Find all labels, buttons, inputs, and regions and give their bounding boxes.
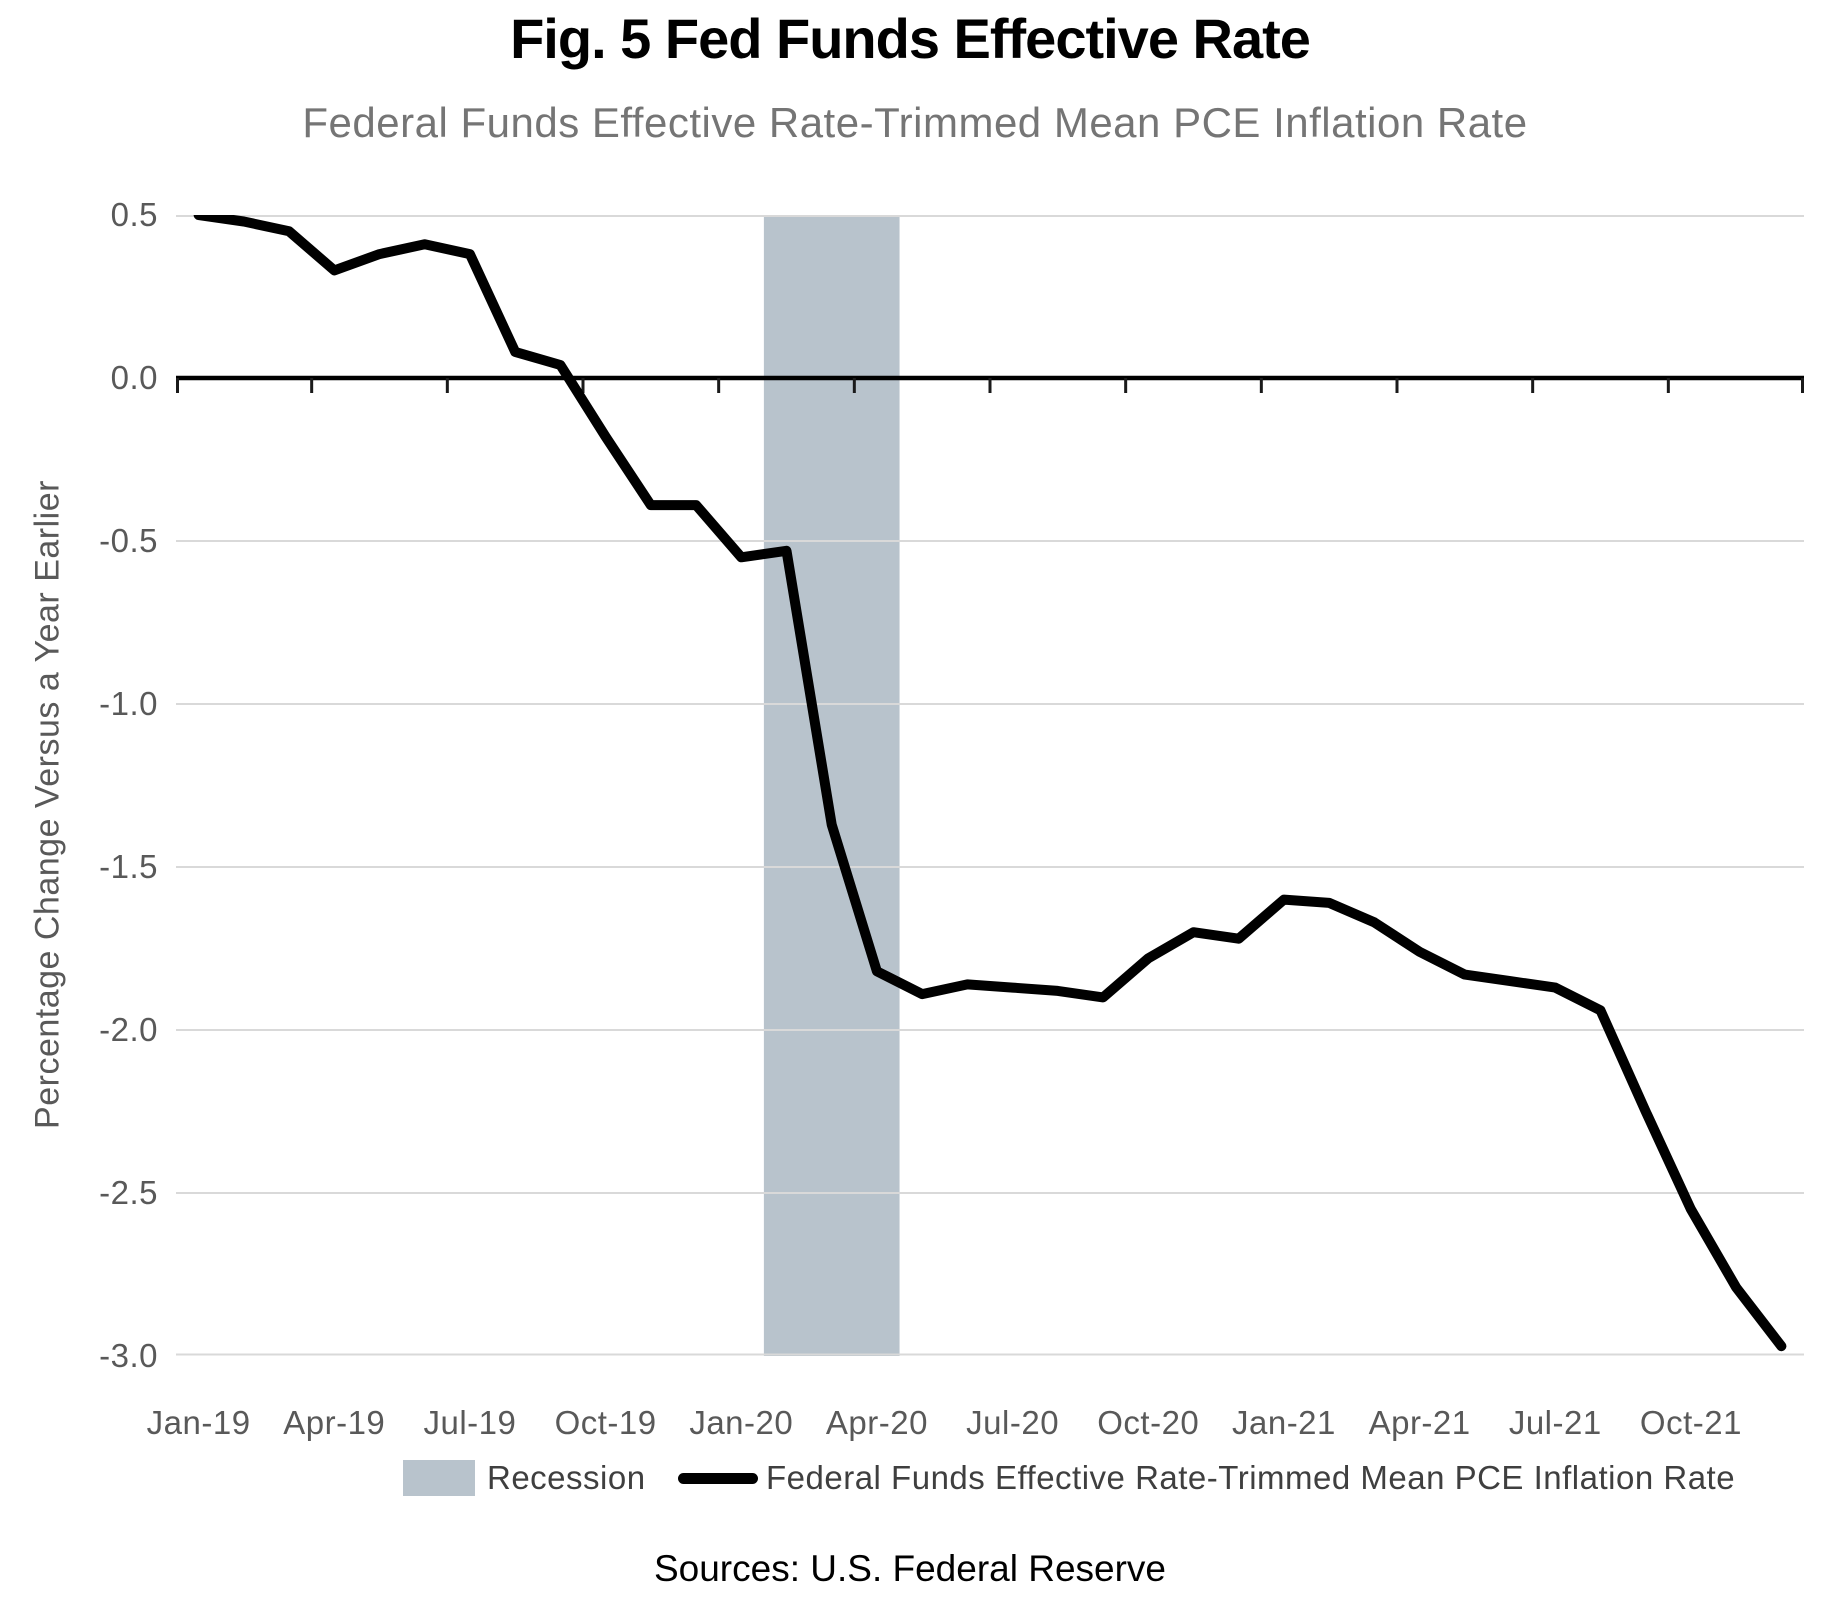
legend-label-recession: Recession xyxy=(487,1459,646,1496)
x-tick-label: Apr-19 xyxy=(283,1404,386,1441)
y-tick-label: -1.0 xyxy=(99,685,158,722)
chart-subtitle: Federal Funds Effective Rate-Trimmed Mea… xyxy=(302,99,1528,146)
x-tick-label: Jan-21 xyxy=(1231,1404,1336,1441)
y-tick-label: -1.5 xyxy=(99,848,158,885)
x-tick-label: Oct-20 xyxy=(1097,1404,1200,1441)
chart-title: Fig. 5 Fed Funds Effective Rate xyxy=(510,7,1311,70)
y-tick-label: -2.5 xyxy=(99,1174,158,1211)
y-tick-label: -0.5 xyxy=(99,522,158,559)
y-tick-label: -3.0 xyxy=(99,1337,158,1374)
x-tick-label: Jan-20 xyxy=(689,1404,794,1441)
legend-label-series: Federal Funds Effective Rate-Trimmed Mea… xyxy=(766,1459,1736,1496)
x-tick-label: Apr-20 xyxy=(825,1404,928,1441)
x-tick-label: Apr-21 xyxy=(1368,1404,1471,1441)
x-tick-label: Oct-21 xyxy=(1639,1404,1742,1441)
x-tick-label: Jul-20 xyxy=(966,1404,1060,1441)
sources-note: Sources: U.S. Federal Reserve xyxy=(653,1548,1167,1589)
series-line-swatch xyxy=(678,1473,758,1484)
x-tick-label: Oct-19 xyxy=(554,1404,657,1441)
plot-area xyxy=(176,215,1804,1356)
x-tick-label: Jul-19 xyxy=(423,1404,517,1441)
y-tick-label: -2.0 xyxy=(99,1011,158,1048)
x-tick-label: Jul-21 xyxy=(1508,1404,1602,1441)
recession-band-swatch xyxy=(403,1460,475,1496)
data-line xyxy=(193,215,1787,1352)
y-tick-label: 0.0 xyxy=(110,359,158,396)
x-tick-label: Jan-19 xyxy=(146,1404,251,1441)
recession-band xyxy=(763,215,900,1356)
y-tick-label: 0.5 xyxy=(110,196,158,233)
